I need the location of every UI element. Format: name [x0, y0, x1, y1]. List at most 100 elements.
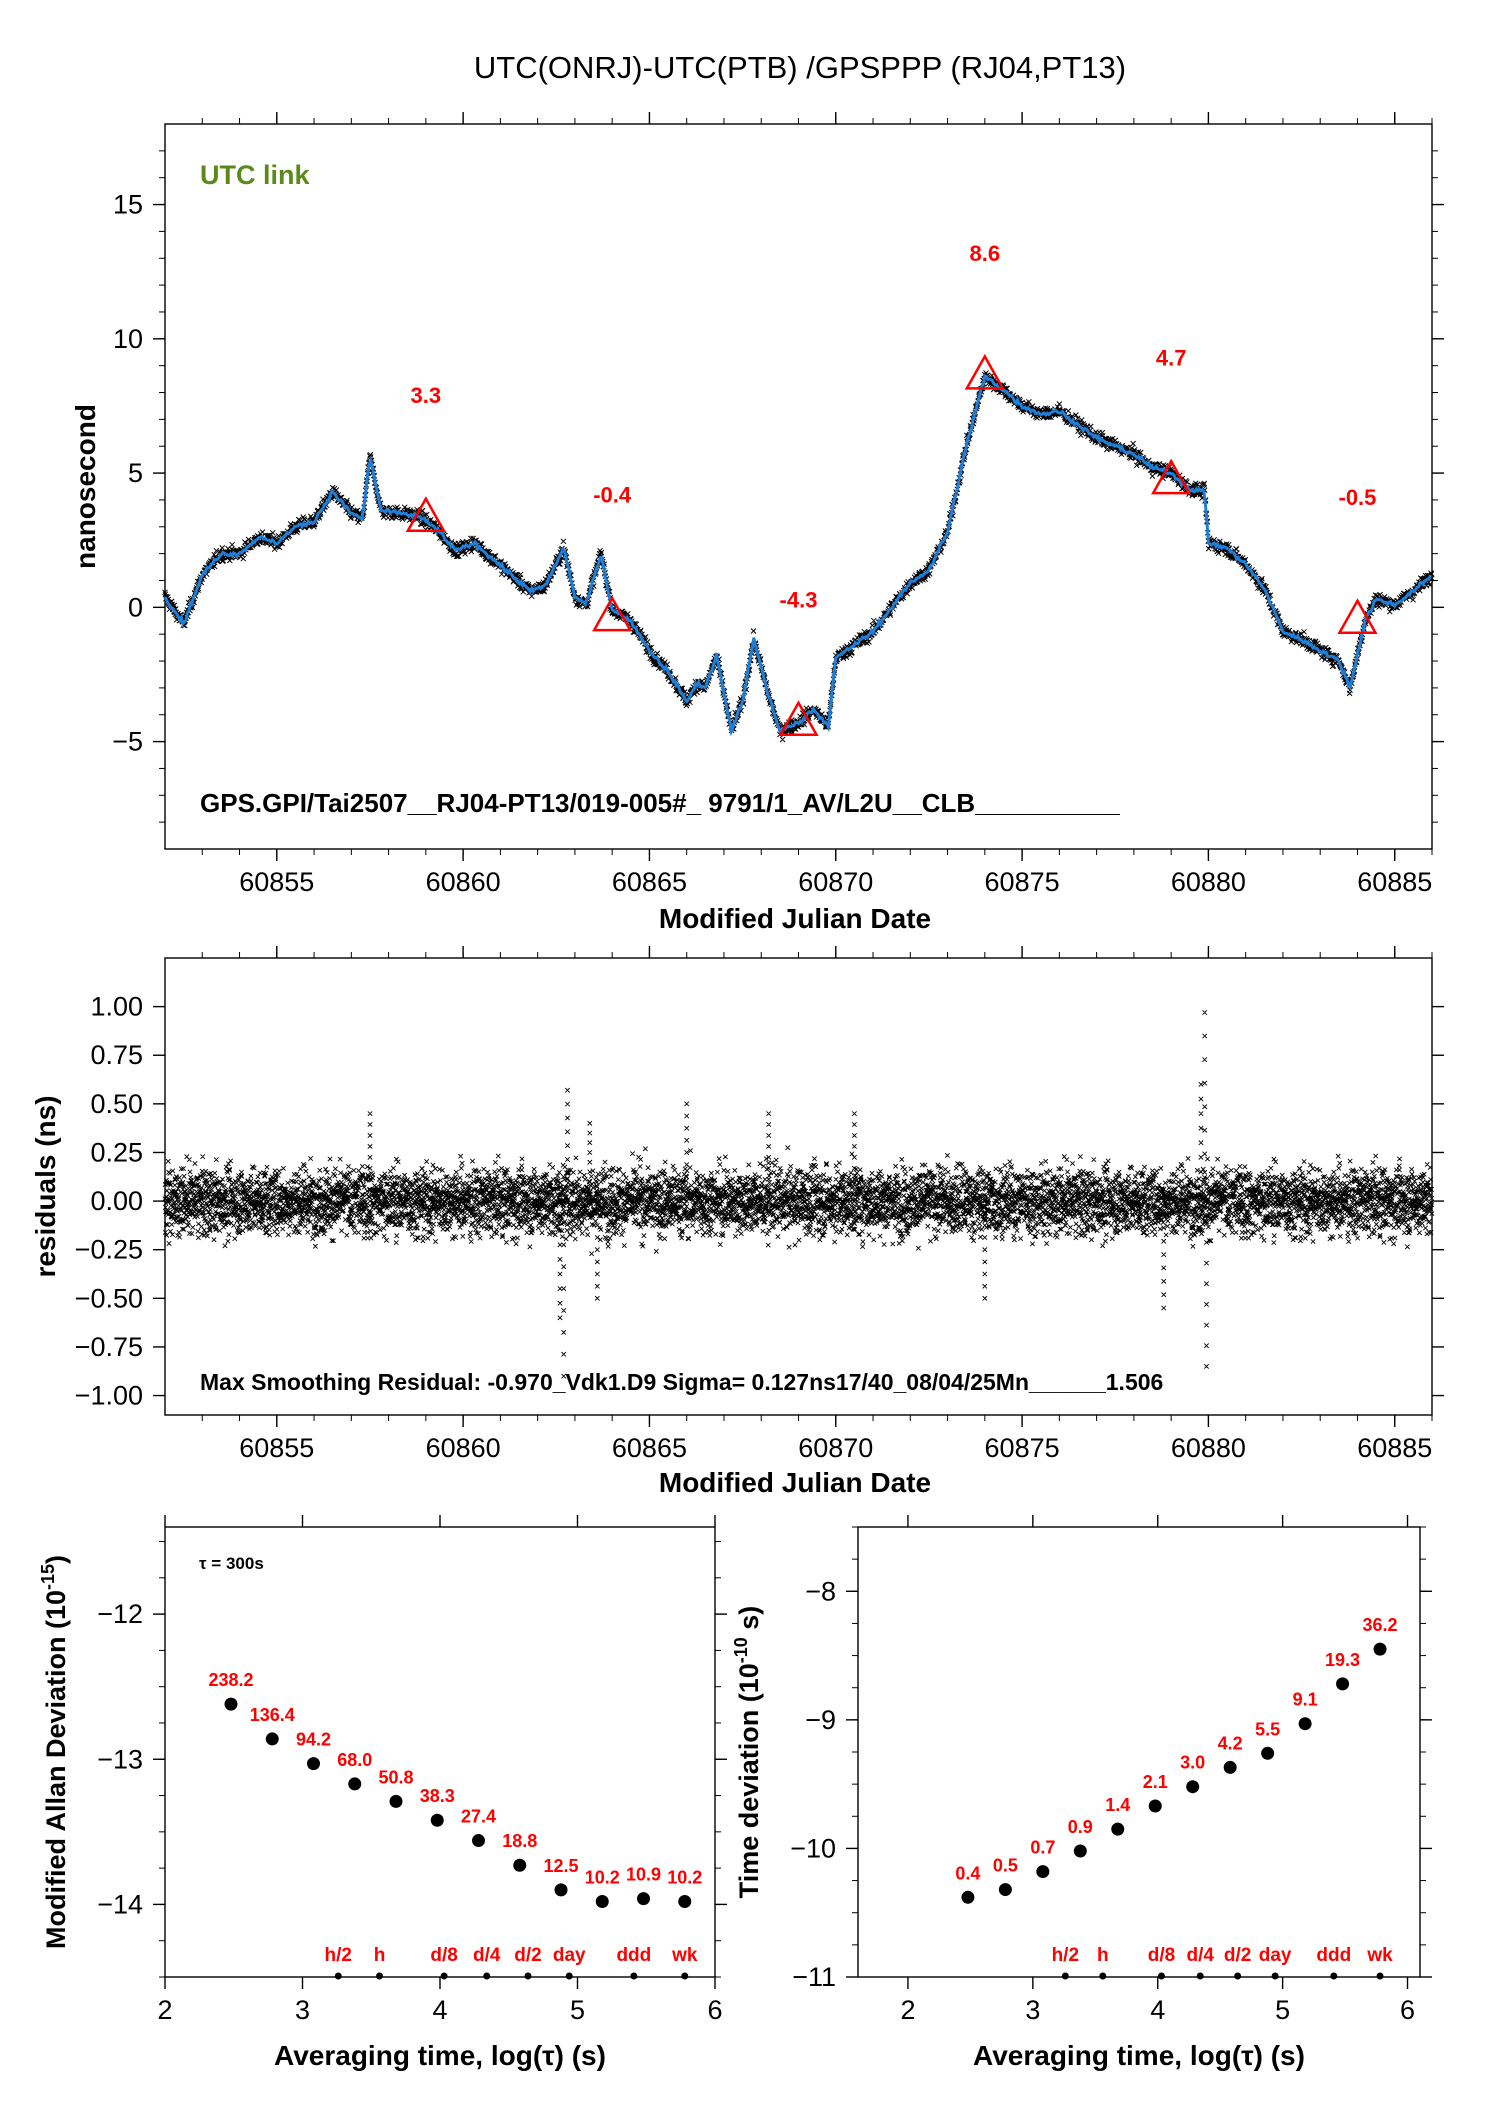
x-tick-label: 60880: [1171, 867, 1246, 897]
ref-label: d/8: [430, 1945, 457, 1966]
y-tick-label: −12: [97, 1599, 143, 1629]
marker-value-label: 8.6: [970, 241, 1001, 266]
x-tick-label: 2: [157, 1995, 172, 2025]
comparison-marker: [778, 700, 819, 737]
y-tick-label: −0.25: [75, 1235, 143, 1265]
deviation-point: [307, 1757, 320, 1771]
deviation-value-label: 3.0: [1180, 1753, 1205, 1773]
x-tick-label: 60855: [239, 1433, 314, 1463]
deviation-value-label: 0.7: [1030, 1838, 1055, 1858]
deviation-point: [430, 1813, 444, 1827]
y-tick-label: −14: [97, 1889, 143, 1919]
deviation-point: [1261, 1746, 1275, 1760]
x-tick-label: 60865: [612, 867, 687, 897]
ref-label: ddd: [1316, 1945, 1351, 1966]
mdev-chart: 2 3 4 5 6 −14 −13 −12 Averaging time, log(τ) (s)…: [38, 1515, 727, 2071]
y-tick-label: 1.00: [90, 992, 143, 1022]
plot-frame: [164, 1526, 716, 1978]
ref-label: wk: [1366, 1945, 1393, 1966]
deviation-point: [513, 1858, 527, 1872]
x-tick-label: 60885: [1357, 867, 1432, 897]
x-axis-label: Averaging time, log(τ) (s): [274, 2040, 606, 2071]
deviation-value-label: 50.8: [378, 1767, 413, 1787]
deviation-value-label: 36.2: [1363, 1615, 1398, 1635]
deviation-value-label: 0.5: [993, 1856, 1018, 1876]
x-tick-label: 60870: [798, 867, 873, 897]
x-tick-label: 60875: [985, 867, 1060, 897]
x-tick-label: 60885: [1357, 1433, 1432, 1463]
ref-marker: [681, 1972, 689, 1980]
deviation-point: [389, 1794, 403, 1808]
deviation-value-label: 238.2: [208, 1670, 253, 1690]
deviation-point: [1186, 1780, 1200, 1794]
y-tick-label: 15: [113, 190, 143, 220]
marker-value-label: -0.4: [593, 483, 632, 508]
y-axis-label-main: Time deviation (10: [734, 1663, 764, 1898]
x-tick-label: 3: [1025, 1995, 1040, 2025]
y-tick-label: −5: [112, 727, 143, 757]
y-axis-label-exponent: -10: [731, 1637, 751, 1663]
deviation-value-label: 94.2: [296, 1730, 331, 1750]
ref-label: d/8: [1148, 1945, 1175, 1966]
ref-label: h: [1097, 1945, 1109, 1966]
x-tick-label: 60865: [612, 1433, 687, 1463]
deviation-point: [472, 1834, 485, 1848]
x-tick-label: 60870: [798, 1433, 873, 1463]
deviation-point: [224, 1697, 238, 1711]
ref-label: h: [374, 1945, 386, 1966]
deviation-point: [1111, 1822, 1125, 1836]
x-tick-label: 60875: [985, 1433, 1060, 1463]
deviation-value-label: 10.9: [626, 1865, 661, 1885]
marker-value-label: -0.5: [1339, 485, 1377, 510]
footer-text: GPS.GPI/Tai2507__RJ04-PT13/019-005#_ 979…: [200, 788, 1120, 818]
deviation-value-label: 27.4: [461, 1807, 496, 1827]
deviation-point: [348, 1777, 362, 1791]
marker-value-label: 3.3: [411, 383, 442, 408]
y-axis-label-main: Modified Allan Deviation (10: [41, 1590, 71, 1949]
deviation-value-label: 68.0: [337, 1750, 372, 1770]
ref-label: d/2: [514, 1945, 541, 1966]
y-axis-label: Time deviation (10-10 s): [731, 1606, 764, 1899]
ref-label: day: [553, 1945, 586, 1966]
ref-marker: [1376, 1972, 1384, 1980]
x-tick-label: 5: [570, 1995, 585, 2025]
x-tick-label: 5: [1275, 1995, 1290, 2025]
y-tick-label: −8: [805, 1576, 836, 1606]
ref-label: wk: [671, 1945, 698, 1966]
y-axis-label-end: s): [734, 1606, 764, 1638]
deviation-point: [595, 1895, 609, 1909]
ref-marker: [1157, 1972, 1165, 1980]
x-tick-label: 60860: [426, 1433, 501, 1463]
ref-marker: [1099, 1972, 1107, 1980]
deviation-point: [1373, 1642, 1387, 1656]
marker-value-label: 4.7: [1156, 346, 1187, 371]
ref-label: h/2: [1052, 1945, 1079, 1966]
x-tick-label: 60855: [239, 867, 314, 897]
ref-marker: [440, 1972, 448, 1980]
y-axis-label-exponent: -15: [38, 1564, 58, 1590]
deviation-value-label: 0.4: [955, 1863, 980, 1883]
comparison-marker: [964, 353, 1005, 390]
x-axis-label: Modified Julian Date: [659, 903, 931, 934]
ref-marker: [1330, 1972, 1338, 1980]
deviation-point: [961, 1890, 975, 1904]
deviation-value-label: 38.3: [420, 1786, 455, 1806]
deviation-value-label: 18.8: [502, 1831, 537, 1851]
deviation-value-label: 19.3: [1325, 1650, 1360, 1670]
deviation-point: [678, 1895, 692, 1909]
y-tick-label: −1.00: [75, 1381, 143, 1411]
x-tick-label: 6: [1400, 1995, 1415, 2025]
x-tick-label: 2: [900, 1995, 915, 2025]
ref-label: day: [1259, 1945, 1292, 1966]
y-tick-label: −10: [790, 1833, 836, 1863]
ref-label: d/4: [1186, 1945, 1214, 1966]
residual-points: [162, 1009, 1435, 1379]
x-tick-label: 4: [1150, 1995, 1165, 2025]
offset-chart: 60855 60860 60865 60870 60875 60880 60885 −5 0 5 1…: [70, 112, 1444, 934]
ref-label: d/4: [473, 1945, 501, 1966]
link-label: UTC link: [200, 160, 310, 190]
y-tick-label: 0.25: [90, 1137, 143, 1167]
deviation-point: [637, 1892, 650, 1906]
ref-marker: [1196, 1972, 1204, 1980]
ref-marker: [334, 1972, 342, 1980]
